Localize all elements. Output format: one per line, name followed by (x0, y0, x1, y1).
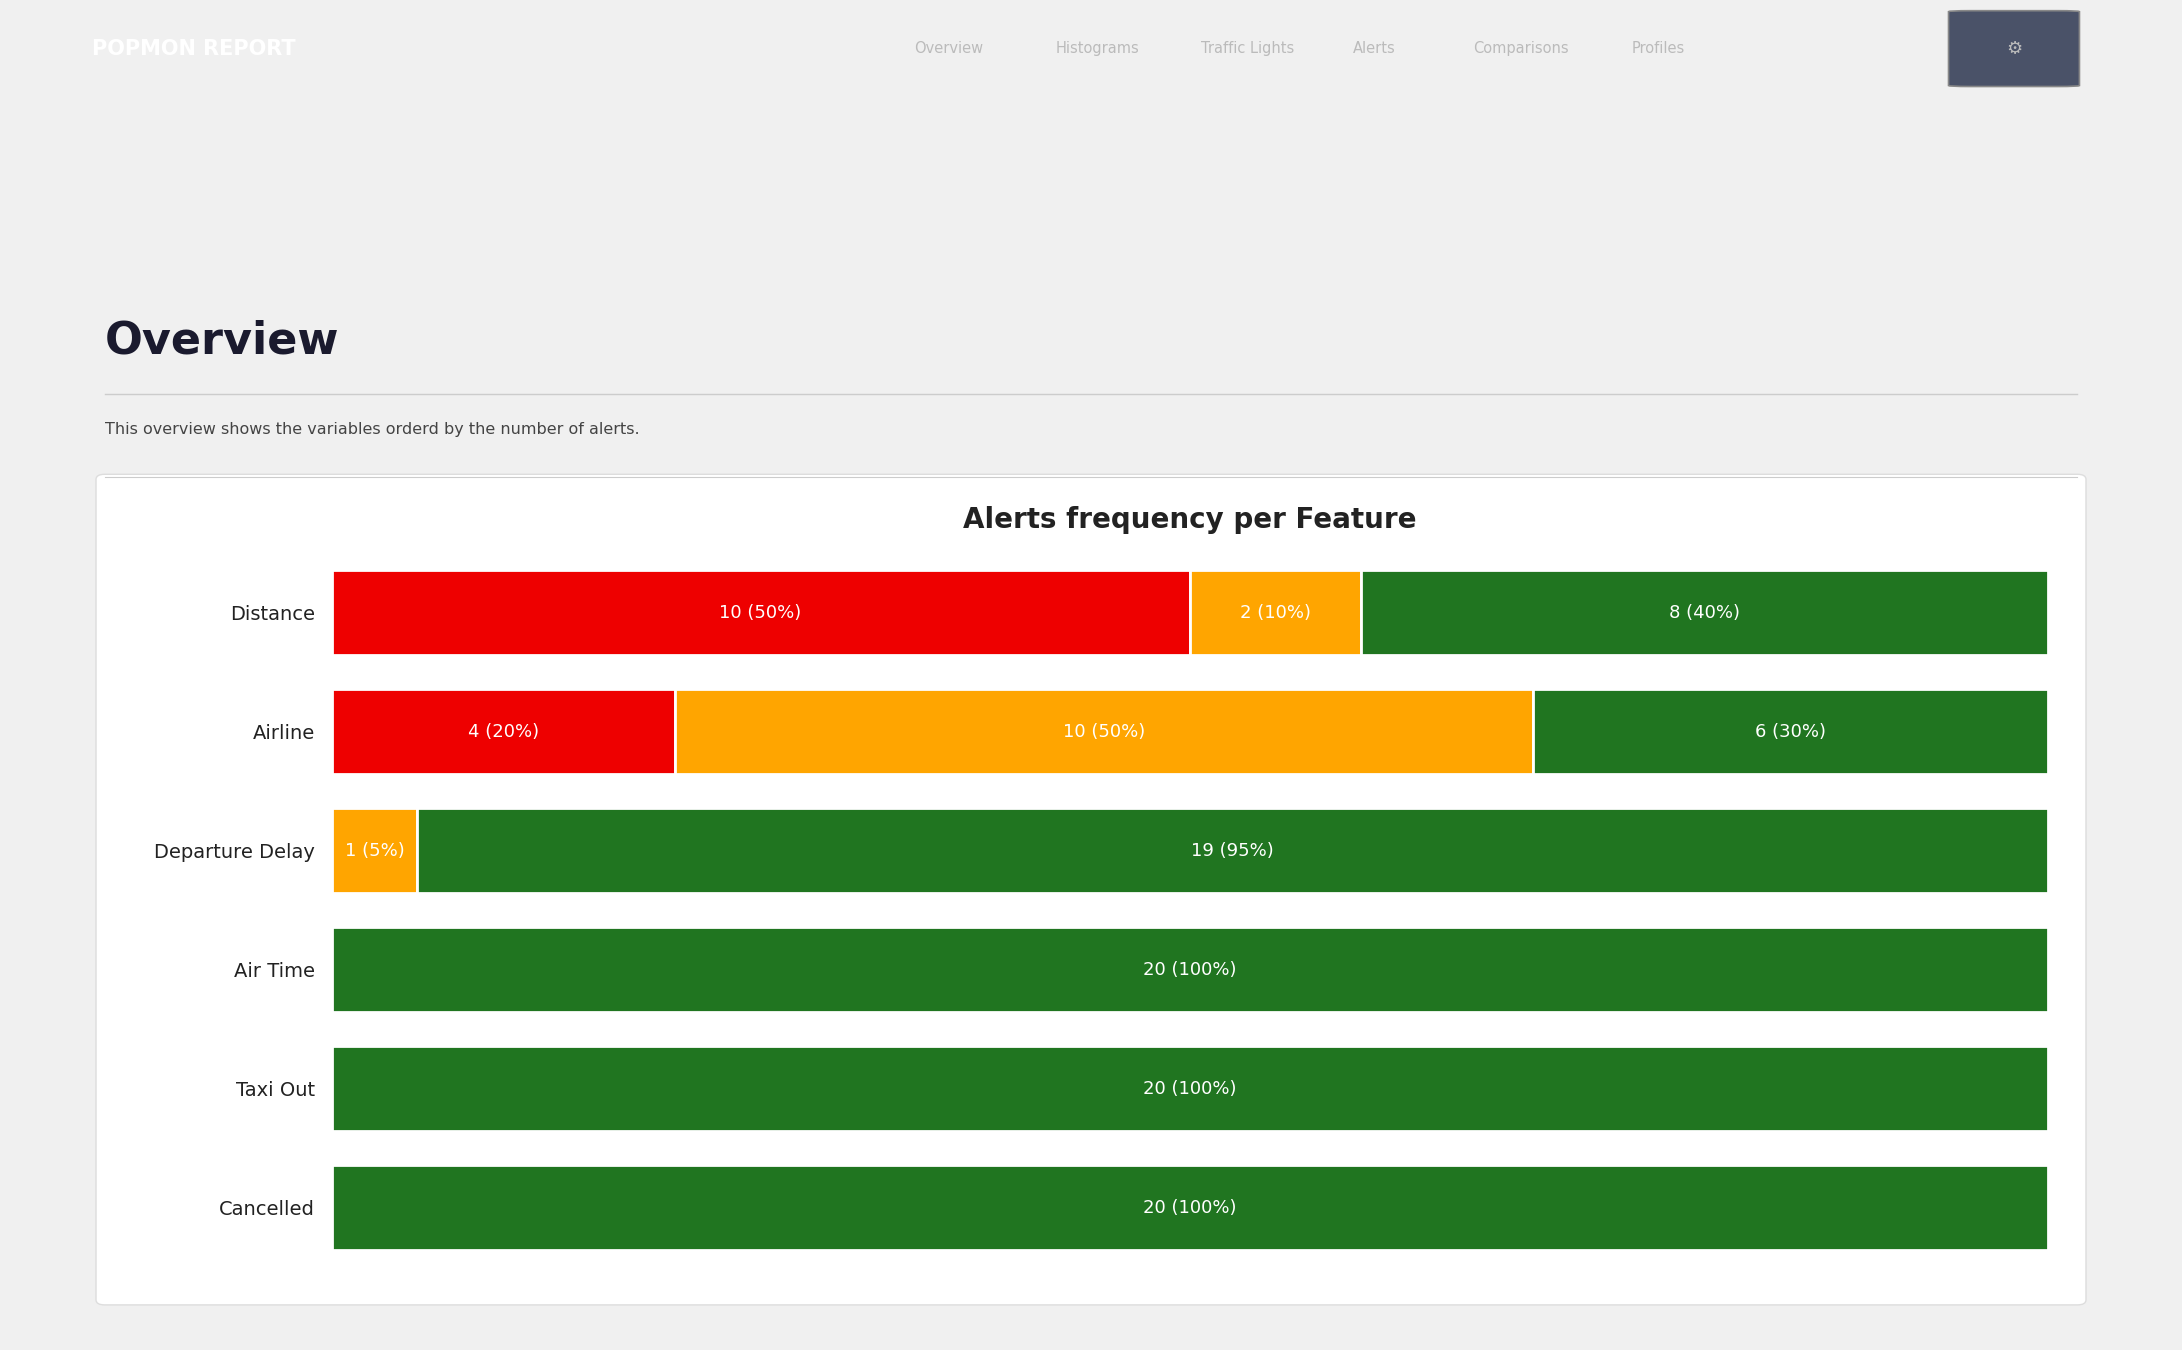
Text: 2 (10%): 2 (10%) (1239, 603, 1311, 621)
FancyBboxPatch shape (1949, 11, 2079, 86)
Bar (332, 926, 2047, 1012)
Text: 1 (5%): 1 (5%) (345, 841, 404, 860)
Bar (674, 688, 1532, 775)
Bar (332, 688, 674, 775)
Text: This overview shows the variables orderd by the number of alerts.: This overview shows the variables orderd… (105, 421, 639, 436)
Bar (332, 1046, 2047, 1131)
Title: Alerts frequency per Feature: Alerts frequency per Feature (962, 506, 1416, 535)
Text: 10 (50%): 10 (50%) (1063, 722, 1146, 741)
Text: 19 (95%): 19 (95%) (1191, 841, 1274, 860)
Bar (1532, 688, 2047, 775)
Text: POPMON REPORT: POPMON REPORT (92, 39, 295, 58)
Text: 10 (50%): 10 (50%) (720, 603, 801, 621)
Text: 4 (20%): 4 (20%) (467, 722, 539, 741)
Text: Comparisons: Comparisons (1473, 40, 1569, 57)
Bar (1362, 570, 2047, 656)
Text: Overview: Overview (914, 40, 984, 57)
Text: Profiles: Profiles (1632, 40, 1685, 57)
Bar (417, 807, 2047, 894)
Bar (332, 570, 1189, 656)
Bar (1189, 570, 1362, 656)
Bar (332, 1165, 2047, 1250)
Bar (332, 807, 417, 894)
Text: 6 (30%): 6 (30%) (1754, 722, 1826, 741)
Text: Traffic Lights: Traffic Lights (1202, 40, 1294, 57)
Text: 20 (100%): 20 (100%) (1143, 1080, 1237, 1098)
Text: Overview: Overview (105, 320, 338, 363)
Text: 20 (100%): 20 (100%) (1143, 961, 1237, 979)
FancyBboxPatch shape (96, 474, 2086, 1305)
Text: ⚙: ⚙ (2005, 39, 2023, 58)
Text: Histograms: Histograms (1056, 40, 1139, 57)
Text: 20 (100%): 20 (100%) (1143, 1199, 1237, 1216)
Text: Alerts: Alerts (1353, 40, 1396, 57)
Text: 8 (40%): 8 (40%) (1669, 603, 1739, 621)
